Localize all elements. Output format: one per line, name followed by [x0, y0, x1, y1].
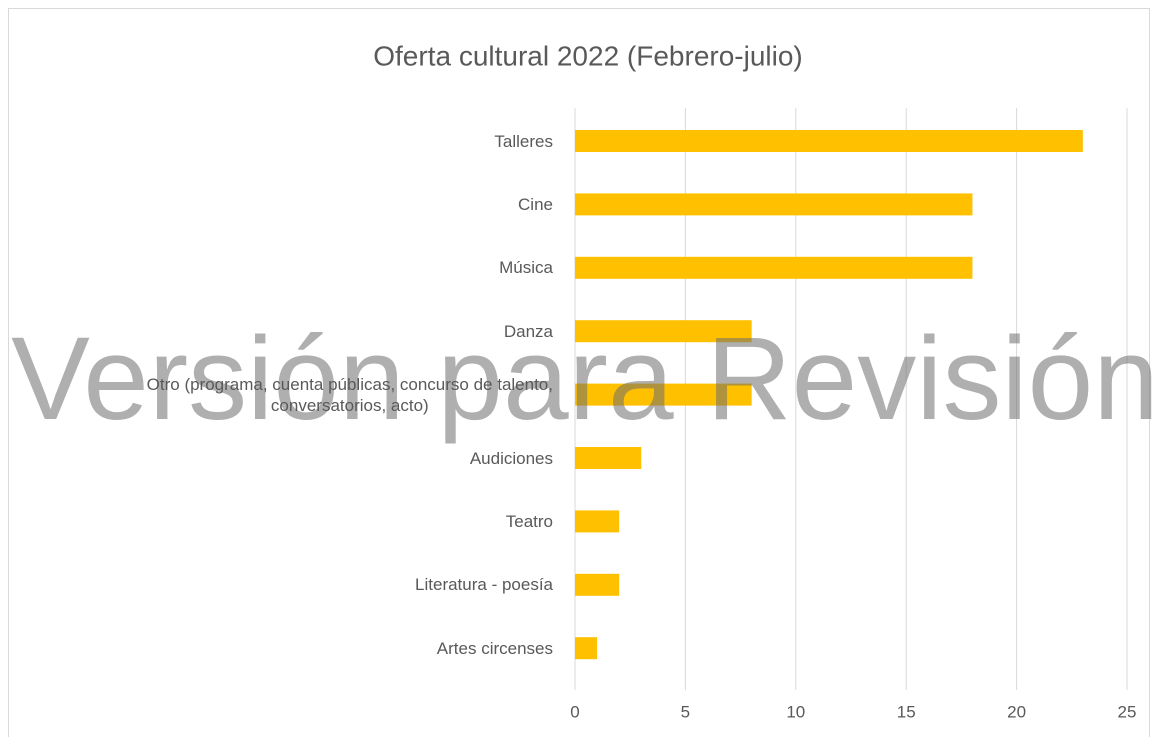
x-tick-label: 15	[897, 702, 916, 721]
bar	[575, 320, 752, 343]
bar	[575, 573, 620, 596]
bar	[575, 193, 973, 216]
chart-border	[8, 8, 1150, 737]
x-tick-label: 20	[1007, 702, 1026, 721]
x-tick-label: 0	[570, 702, 579, 721]
y-tick-text: Literatura - poesía	[415, 575, 553, 595]
y-tick-label: Literatura - poesía	[0, 574, 553, 595]
bar	[575, 447, 642, 469]
bar	[575, 637, 598, 660]
y-tick-text: Artes circenses	[436, 638, 553, 658]
y-tick-label: Teatro	[0, 511, 553, 532]
y-tick-text: Otro (programa, cuenta públicas, concurs…	[146, 374, 553, 415]
bar	[575, 130, 1083, 152]
y-tick-label: Cine	[0, 194, 553, 215]
bar	[575, 383, 752, 406]
chart-title: Oferta cultural 2022 (Febrero-julio)	[373, 40, 803, 71]
y-tick-label: Música	[0, 257, 553, 278]
y-tick-label: Danza	[0, 321, 553, 342]
y-tick-label: Talleres	[0, 131, 553, 152]
y-tick-label: Audiciones	[0, 448, 553, 469]
y-tick-text: Música	[499, 258, 553, 278]
y-tick-text: Cine	[518, 194, 553, 214]
y-tick-text: Danza	[503, 321, 553, 341]
x-tick-label: 25	[1118, 702, 1137, 721]
y-tick-label: Otro (programa, cuenta públicas, concurs…	[0, 374, 553, 416]
y-tick-label: Artes circenses	[0, 638, 553, 659]
bar	[575, 510, 620, 533]
y-tick-text: Teatro	[505, 511, 553, 531]
x-tick-label: 5	[681, 702, 690, 721]
bar	[575, 256, 973, 279]
watermark: Versión para Revisión	[11, 313, 1159, 445]
y-tick-text: Talleres	[494, 131, 553, 151]
x-tick-label: 10	[786, 702, 805, 721]
y-tick-text: Audiciones	[469, 448, 553, 468]
